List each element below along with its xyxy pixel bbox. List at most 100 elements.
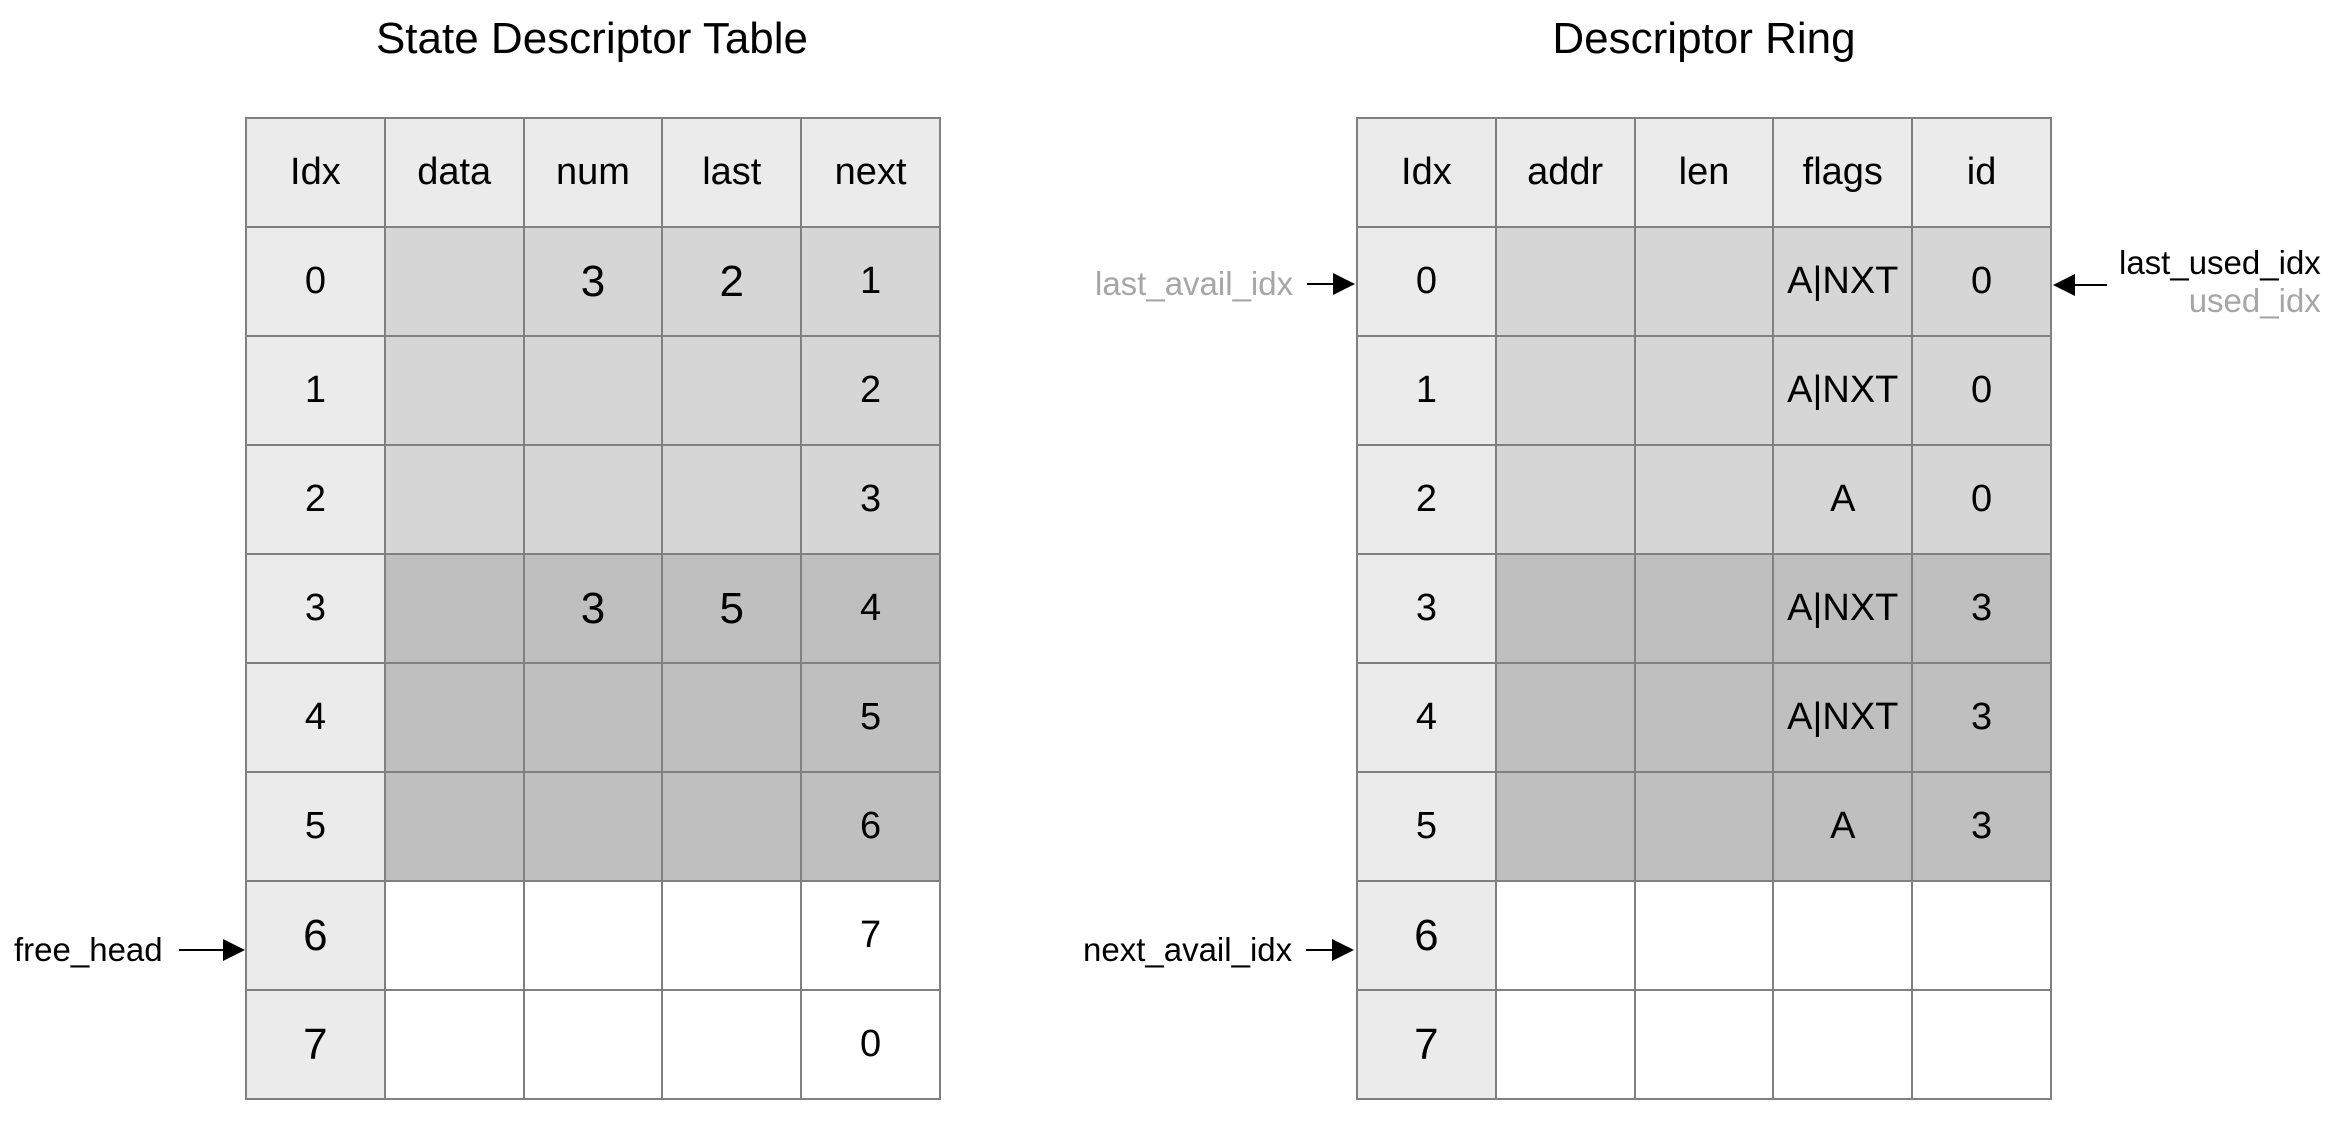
table-cell xyxy=(661,335,803,446)
table-cell: 2 xyxy=(661,226,803,337)
column-header: next xyxy=(800,117,941,228)
table-cell: A xyxy=(1772,771,1914,882)
column-header: addr xyxy=(1494,117,1636,228)
table-cell: A xyxy=(1772,444,1914,555)
index-cell: 7 xyxy=(245,989,386,1100)
table-cell xyxy=(1494,662,1636,773)
table-cell xyxy=(1494,771,1636,882)
table-cell xyxy=(383,335,525,446)
table-cell xyxy=(1633,553,1775,664)
table-cell xyxy=(383,880,525,991)
descriptor-ring-table: Idx addr len flags id 0 A|NXT 0 1 A|NXT 0 2 A 0 3 A|NXT… xyxy=(1356,117,2052,1100)
header-row: Idx data num last next xyxy=(245,117,941,228)
column-header: flags xyxy=(1772,117,1914,228)
table-cell: 0 xyxy=(1911,226,2052,337)
table-cell: A|NXT xyxy=(1772,553,1914,664)
table-cell xyxy=(383,226,525,337)
last-used-idx-label: last_used_idx xyxy=(2119,244,2321,281)
last-avail-idx-pointer: last_avail_idx xyxy=(1095,262,1356,306)
index-cell: 5 xyxy=(1356,771,1497,882)
table-cell xyxy=(522,989,664,1100)
table-cell: 4 xyxy=(800,553,941,664)
left-arrow-icon xyxy=(2053,273,2107,296)
table-cell xyxy=(1494,335,1636,446)
state-table-title: State Descriptor Table xyxy=(375,14,809,63)
table-cell: A|NXT xyxy=(1772,662,1914,773)
table-cell: 7 xyxy=(800,880,941,991)
table-cell: 3 xyxy=(1911,771,2052,882)
table-cell: 3 xyxy=(800,444,941,555)
index-cell: 1 xyxy=(1356,335,1497,446)
table-cell: A|NXT xyxy=(1772,335,1914,446)
column-header: Idx xyxy=(1356,117,1497,228)
table-cell xyxy=(1494,226,1636,337)
state-descriptor-table: Idx data num last next 0 3 2 1 1 2 2 3 3 3 5 4 4 5 5 6 6 7 7 0 xyxy=(245,117,941,1100)
ring-title: Descriptor Ring xyxy=(1552,14,1856,63)
table-row: 7 xyxy=(1356,989,2052,1100)
column-header: len xyxy=(1633,117,1775,228)
table-cell: 3 xyxy=(1911,553,2052,664)
table-cell xyxy=(661,771,803,882)
table-cell xyxy=(661,444,803,555)
table-row: 6 xyxy=(1356,880,2052,991)
table-cell: 0 xyxy=(1911,335,2052,446)
next-avail-idx-label: next_avail_idx xyxy=(1083,931,1293,969)
index-cell: 7 xyxy=(1356,989,1497,1100)
table-cell xyxy=(522,444,664,555)
index-cell: 6 xyxy=(245,880,386,991)
table-cell: 3 xyxy=(1911,662,2052,773)
table-cell: 3 xyxy=(522,226,664,337)
table-cell xyxy=(1494,989,1636,1100)
index-cell: 2 xyxy=(245,444,386,555)
table-cell: 3 xyxy=(522,553,664,664)
table-cell: 0 xyxy=(1911,444,2052,555)
table-cell xyxy=(1772,880,1914,991)
table-cell xyxy=(383,444,525,555)
table-cell xyxy=(1911,989,2052,1100)
table-cell: 2 xyxy=(800,335,941,446)
table-cell: 0 xyxy=(800,989,941,1100)
table-cell xyxy=(661,880,803,991)
table-cell xyxy=(661,989,803,1100)
table-cell xyxy=(522,880,664,991)
table-cell: A|NXT xyxy=(1772,226,1914,337)
index-cell: 6 xyxy=(1356,880,1497,991)
last-avail-idx-label: last_avail_idx xyxy=(1095,265,1294,303)
index-cell: 0 xyxy=(1356,226,1497,337)
table-cell xyxy=(1633,880,1775,991)
table-cell xyxy=(1494,553,1636,664)
index-cell: 3 xyxy=(245,553,386,664)
table-cell xyxy=(383,771,525,882)
table-cell xyxy=(383,662,525,773)
table-cell xyxy=(1494,444,1636,555)
table-cell xyxy=(1633,662,1775,773)
table-cell xyxy=(522,662,664,773)
last-used-idx-pointer: last_used_idx used_idx xyxy=(2053,244,2321,320)
table-cell xyxy=(522,771,664,882)
index-cell: 4 xyxy=(1356,662,1497,773)
table-row: 1 A|NXT 0 xyxy=(1356,335,2052,446)
index-cell: 3 xyxy=(1356,553,1497,664)
index-cell: 4 xyxy=(245,662,386,773)
table-cell xyxy=(1633,771,1775,882)
table-cell xyxy=(1772,989,1914,1100)
column-header: id xyxy=(1911,117,2052,228)
free-head-label: free_head xyxy=(14,931,163,969)
column-header: num xyxy=(522,117,664,228)
table-cell: 1 xyxy=(800,226,941,337)
table-cell xyxy=(1633,226,1775,337)
table-cell: 5 xyxy=(800,662,941,773)
column-header: last xyxy=(661,117,803,228)
right-arrow-icon xyxy=(178,939,245,961)
index-cell: 1 xyxy=(245,335,386,446)
table-cell: 5 xyxy=(661,553,803,664)
